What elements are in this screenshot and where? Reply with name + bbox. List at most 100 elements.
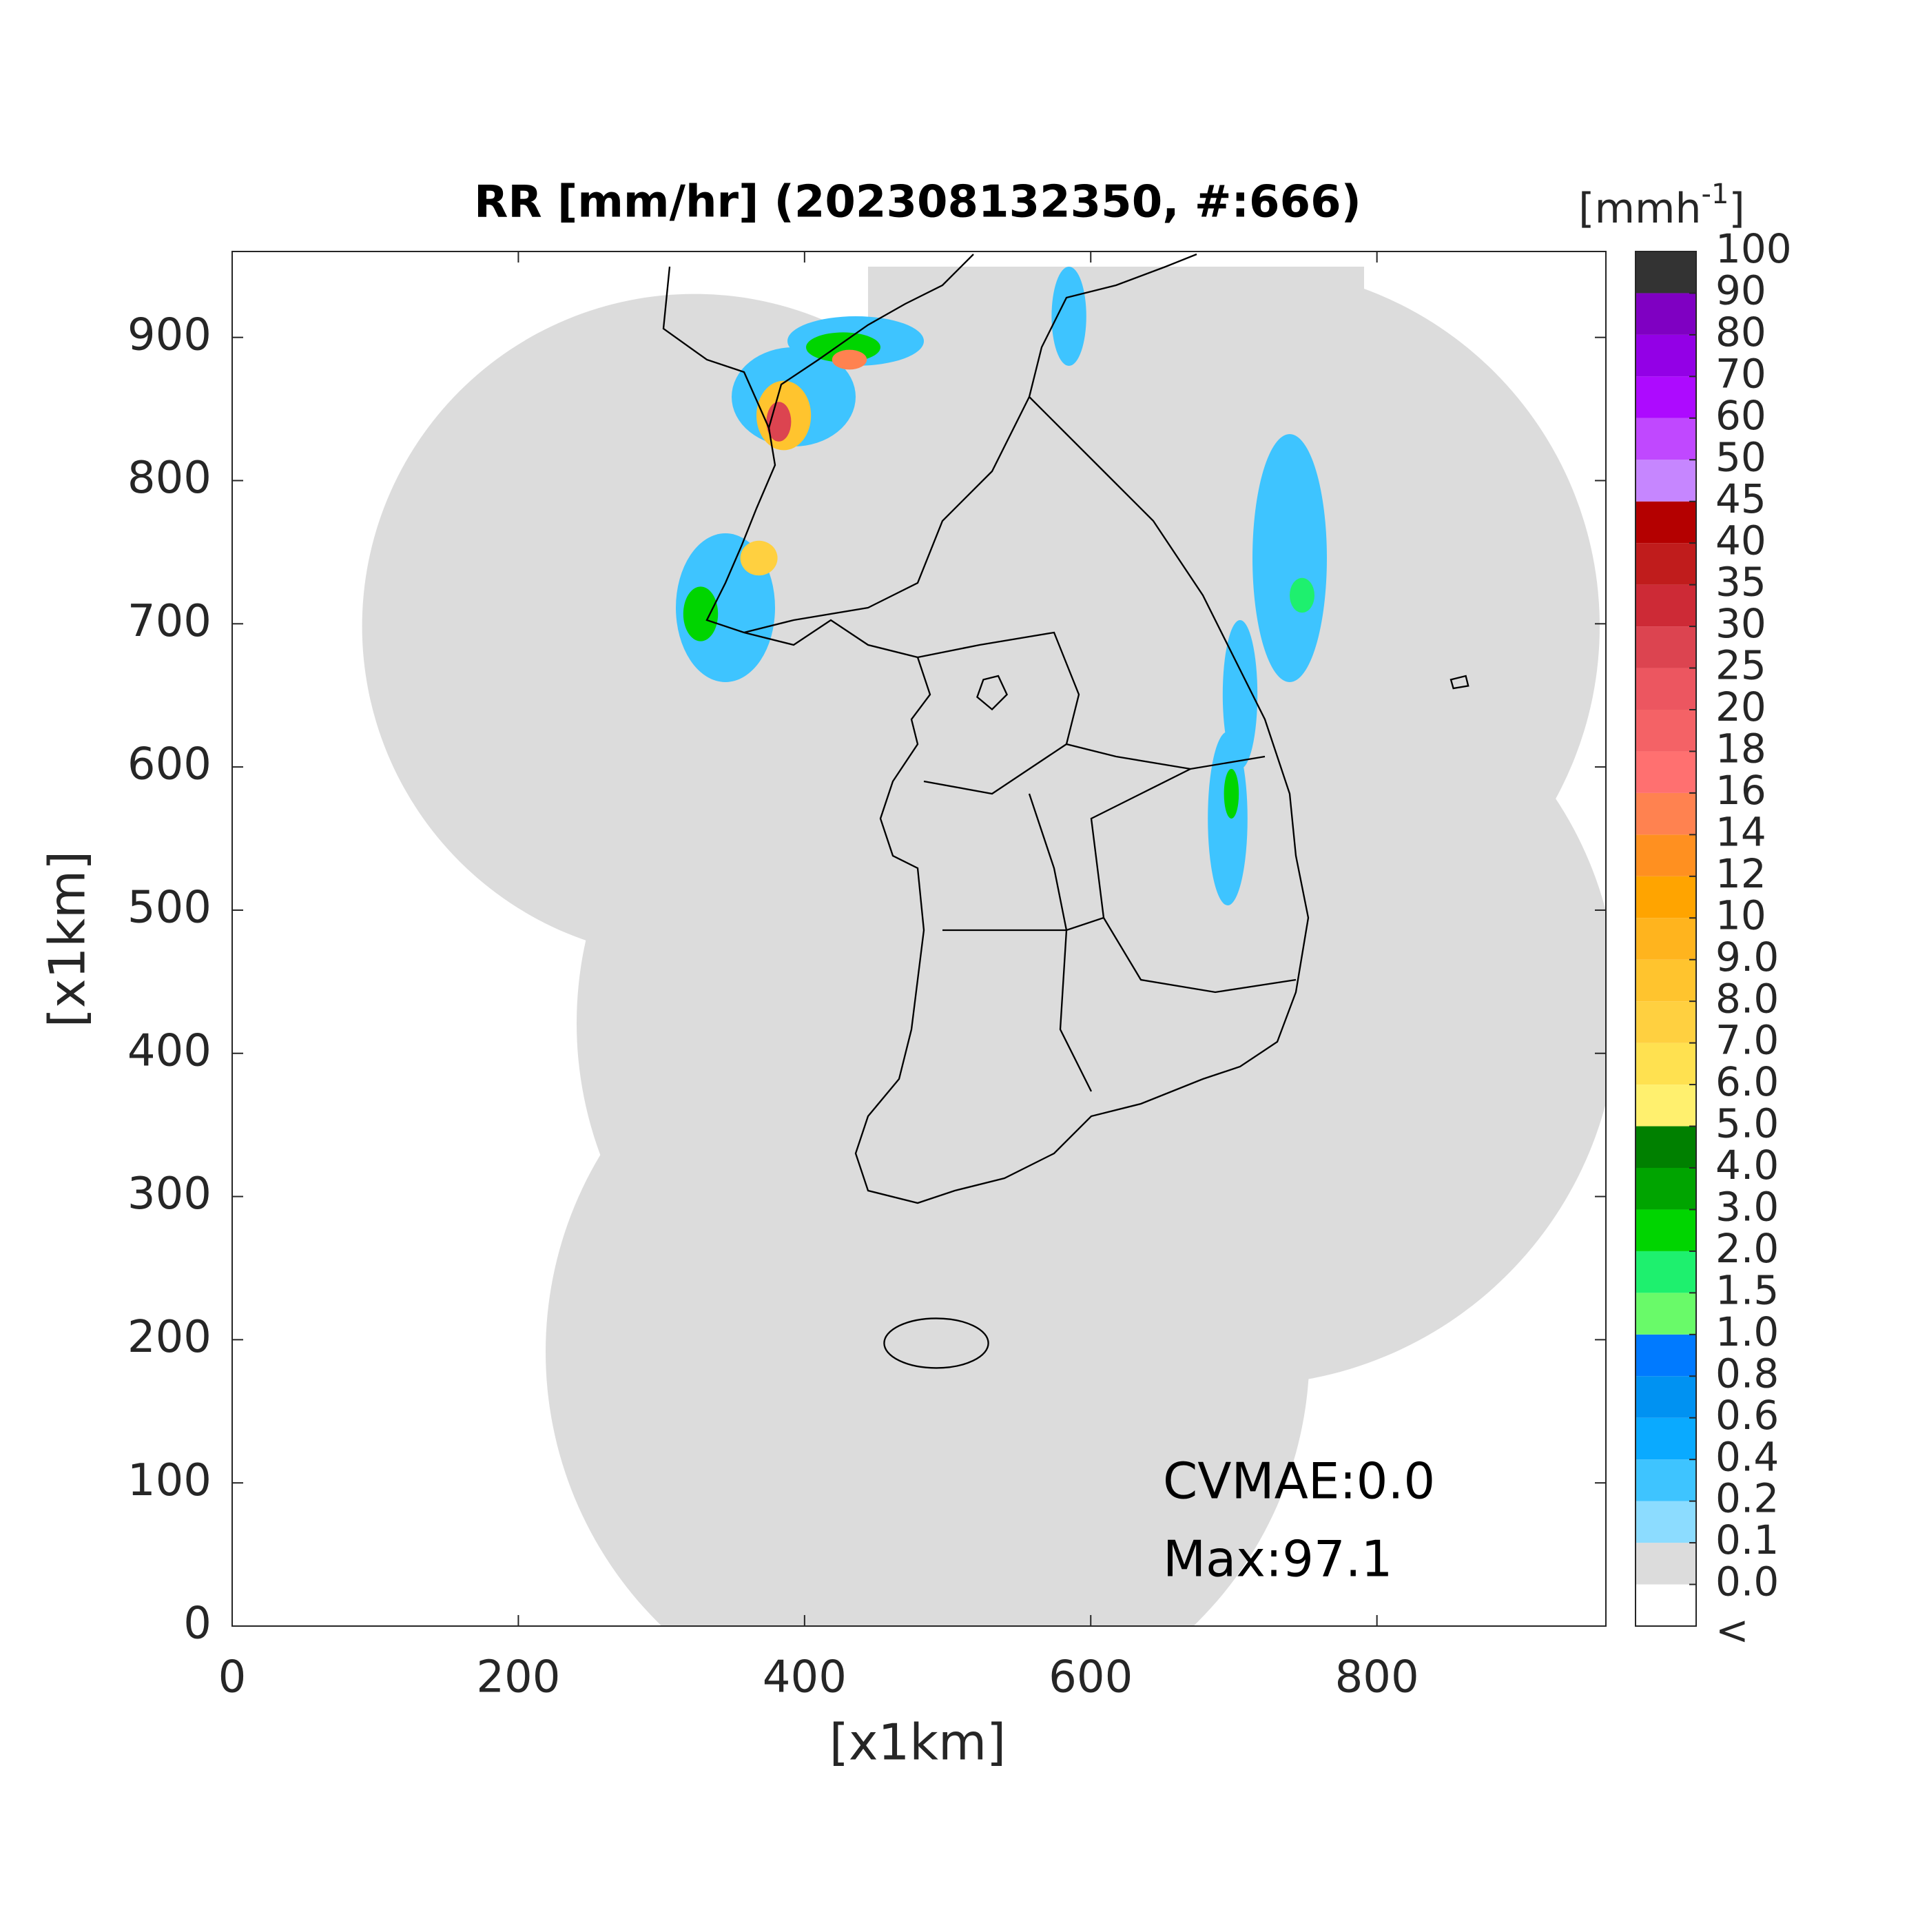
colorbar-tick-label: 80 xyxy=(1715,309,1766,356)
colorbar-segment xyxy=(1636,1001,1696,1043)
colorbar-tick-label: 35 xyxy=(1715,559,1766,606)
colorbar-tick-label: 8.0 xyxy=(1715,975,1779,1022)
rain-echoes xyxy=(676,267,1327,905)
colorbar-tick-label: 0.0 xyxy=(1715,1559,1779,1605)
colorbar-tick-label: 20 xyxy=(1715,684,1766,730)
colorbar-segment xyxy=(1636,1042,1696,1085)
unit-text: [mmh xyxy=(1578,185,1701,233)
colorbar-segment xyxy=(1636,334,1696,377)
y-axis-label: [x1km] xyxy=(39,851,96,1027)
colorbar-tick-label: 4.0 xyxy=(1715,1142,1779,1189)
colorbar-segment xyxy=(1636,876,1696,918)
colorbar-tick-label: 50 xyxy=(1715,433,1766,480)
colorbar-segment xyxy=(1636,376,1696,418)
annotation: Max:97.1 xyxy=(1163,1530,1392,1588)
colorbar-tick-label: 40 xyxy=(1715,517,1766,564)
colorbar-frame xyxy=(1635,251,1697,1627)
colorbar-segment xyxy=(1636,543,1696,585)
coastline xyxy=(1450,675,1469,690)
y-tick-label: 500 xyxy=(127,883,212,934)
colorbar-segment xyxy=(1636,1334,1696,1377)
colorbar-segment xyxy=(1636,584,1696,627)
colorbar-tick-label: 2.0 xyxy=(1715,1225,1779,1272)
y-tick-label: 600 xyxy=(127,739,212,790)
colorbar-tick-label: 25 xyxy=(1715,642,1766,689)
colorbar-segment xyxy=(1636,834,1696,876)
unit-exponent: -1 xyxy=(1702,178,1729,210)
colorbar-segment xyxy=(1636,1085,1696,1127)
colorbar-segment xyxy=(1636,792,1696,835)
y-tick-label: 100 xyxy=(127,1455,212,1506)
rain-echo xyxy=(1222,620,1258,769)
colorbar-tick-label: 18 xyxy=(1715,726,1766,772)
colorbar-tick-label: 0.2 xyxy=(1715,1475,1779,1522)
colorbar-tick-label: 0.6 xyxy=(1715,1392,1779,1439)
colorbar-tick-label: 100 xyxy=(1715,225,1792,272)
colorbar-segment xyxy=(1636,1251,1696,1293)
colorbar-tick-label: 14 xyxy=(1715,808,1766,855)
colorbar-tick-label: 6.0 xyxy=(1715,1058,1779,1105)
colorbar-tick-label: 1.0 xyxy=(1715,1308,1779,1355)
colorbar-tick-label: 70 xyxy=(1715,350,1766,397)
radar-coverage xyxy=(362,267,1606,1626)
rain-echo xyxy=(1252,434,1327,682)
colorbar-segment xyxy=(1636,751,1696,793)
chart-title: RR [mm/hr] (202308132350, #:666) xyxy=(474,177,1361,228)
colorbar-segment xyxy=(1636,251,1696,294)
colorbar-tick-label: 0.1 xyxy=(1715,1517,1779,1563)
colorbar-segment xyxy=(1636,1126,1696,1168)
rain-echo xyxy=(1208,732,1248,905)
coastline xyxy=(883,1317,989,1369)
colorbar-tick-label: 16 xyxy=(1715,767,1766,814)
y-tick-label: 800 xyxy=(127,453,212,504)
border xyxy=(917,631,1266,770)
colorbar-tick-label: 7.0 xyxy=(1715,1017,1779,1064)
coverage-area xyxy=(546,969,1310,1626)
y-tick-label: 200 xyxy=(127,1312,212,1363)
border xyxy=(923,743,1297,1092)
colorbar-segment xyxy=(1636,710,1696,752)
colorbar-tick-label: 0.8 xyxy=(1715,1350,1779,1397)
colorbar-under-label: < xyxy=(1715,1607,1749,1654)
colorbar-segment xyxy=(1636,501,1696,544)
colorbar-tick-label: 30 xyxy=(1715,600,1766,647)
colorbar-tick-label: 45 xyxy=(1715,475,1766,522)
x-tick-label: 0 xyxy=(218,1652,247,1703)
x-tick-label: 800 xyxy=(1335,1652,1419,1703)
y-tick-label: 300 xyxy=(127,1169,212,1220)
colorbar-unit: [mmh-1] xyxy=(1578,178,1745,233)
x-tick-label: 600 xyxy=(1049,1652,1133,1703)
rain-echo xyxy=(832,349,867,370)
rain-echo xyxy=(740,540,778,576)
colorbar-under xyxy=(1636,1584,1696,1626)
border xyxy=(767,254,974,429)
y-tick-label: 700 xyxy=(127,596,212,647)
colorbar-segment xyxy=(1636,918,1696,960)
colorbar-tick-label: 0.4 xyxy=(1715,1433,1779,1480)
coastlines xyxy=(662,253,1469,1369)
colorbar-segment xyxy=(1636,293,1696,335)
x-tick-label: 200 xyxy=(476,1652,560,1703)
colorbar-segment xyxy=(1636,460,1696,502)
colorbar-tick-label: 9.0 xyxy=(1715,934,1779,980)
colorbar-segment xyxy=(1636,1168,1696,1210)
colorbar-segment xyxy=(1636,1417,1696,1460)
map-layer xyxy=(362,253,1606,1626)
y-tick-label: 400 xyxy=(127,1025,212,1076)
colorbar-segment xyxy=(1636,626,1696,668)
y-tick-label: 900 xyxy=(127,309,212,360)
colorbar-segment xyxy=(1636,1209,1696,1251)
colorbar-segment xyxy=(1636,418,1696,460)
colorbar-segment xyxy=(1636,668,1696,710)
rain-echo xyxy=(683,586,719,641)
colorbar-tick-label: 1.5 xyxy=(1715,1266,1779,1313)
unit-close: ] xyxy=(1729,185,1744,233)
colorbar-tick-label: 90 xyxy=(1715,267,1766,314)
colorbar-segment xyxy=(1636,1501,1696,1543)
annotation: CVMAE:0.0 xyxy=(1163,1452,1435,1510)
colorbar-segment xyxy=(1636,1459,1696,1501)
rain-echo xyxy=(766,402,792,442)
colorbar-tick-label: 12 xyxy=(1715,850,1766,897)
colorbar-segment xyxy=(1636,1376,1696,1418)
